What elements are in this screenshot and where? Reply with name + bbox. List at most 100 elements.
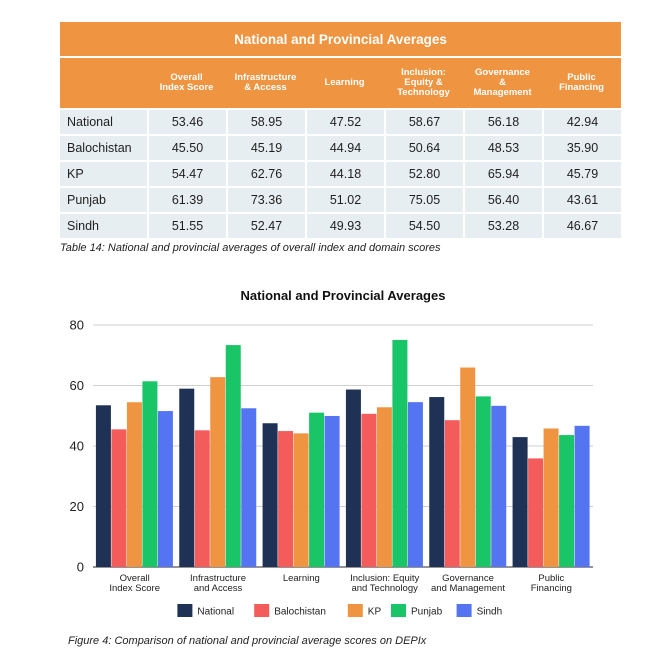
- table-cell: 45.50: [147, 134, 226, 160]
- table-cell: 43.61: [542, 186, 621, 212]
- table-row: Balochistan 45.50 45.19 44.94 50.64 48.53 35.9…: [60, 134, 621, 160]
- row-label: KP: [60, 160, 147, 186]
- bar-balochistan: [278, 431, 294, 567]
- table-cell: 54.47: [147, 160, 226, 186]
- table-row: Sindh 51.55 52.47 49.93 54.50 53.28 46.67: [60, 212, 621, 238]
- bar-balochistan: [194, 430, 210, 567]
- bar-sindh: [241, 408, 257, 567]
- bar-balochistan: [528, 458, 544, 567]
- table-cell: 51.02: [305, 186, 384, 212]
- table-cell: 61.39: [147, 186, 226, 212]
- table-cell: 48.53: [463, 134, 542, 160]
- legend-label: Balochistan: [274, 607, 326, 618]
- table-cell: 75.05: [384, 186, 463, 212]
- column-header-label: Overall Index Score: [159, 72, 214, 93]
- bar-balochistan: [444, 420, 460, 567]
- y-tick-label: 60: [70, 378, 84, 393]
- legend-label: KP: [368, 607, 382, 618]
- bar-kp: [126, 402, 142, 567]
- table-row: National 53.46 58.95 47.52 58.67 56.18 42.94: [60, 108, 621, 134]
- table-cell: 52.47: [226, 212, 305, 238]
- column-header: Overall Index Score: [147, 58, 226, 108]
- bar-sindh: [574, 425, 590, 567]
- figure-caption: Figure 4: Comparison of national and pro…: [68, 635, 427, 647]
- table-cell: 45.79: [542, 160, 621, 186]
- table-title: National and Provincial Averages: [60, 22, 621, 58]
- bar-national: [262, 423, 278, 567]
- table-header-row: Overall Index Score Infrastructure & Acce…: [60, 58, 621, 108]
- table-row: Punjab 61.39 73.36 51.02 75.05 56.40 43.61: [60, 186, 621, 212]
- column-header-label: Public Financing: [559, 72, 604, 93]
- table-cell: 54.50: [384, 212, 463, 238]
- bar-punjab: [559, 435, 575, 567]
- table-cell: 65.94: [463, 160, 542, 186]
- bar-sindh: [491, 405, 507, 567]
- table-cell: 56.18: [463, 108, 542, 134]
- row-label: Sindh: [60, 212, 147, 238]
- table-body: National 53.46 58.95 47.52 58.67 56.18 42.94 Ba…: [60, 108, 621, 238]
- bar-kp: [543, 428, 559, 567]
- table-cell: 42.94: [542, 108, 621, 134]
- bar-punjab: [225, 345, 241, 567]
- column-header: Public Financing: [542, 58, 621, 108]
- table-cell: 58.95: [226, 108, 305, 134]
- legend-swatch: [254, 604, 270, 617]
- column-header-label: Infrastructure & Access: [234, 72, 297, 93]
- table-cell: 44.94: [305, 134, 384, 160]
- bar-balochistan: [361, 413, 377, 567]
- table-cell: 53.28: [463, 212, 542, 238]
- legend-swatch: [391, 604, 406, 617]
- table-cell: 45.19: [226, 134, 305, 160]
- legend-swatch: [177, 604, 193, 617]
- row-label: National: [60, 108, 147, 134]
- bar-kp: [210, 377, 226, 567]
- legend-label: National: [197, 607, 234, 618]
- table-cell: 73.36: [226, 186, 305, 212]
- y-tick-label: 80: [70, 318, 84, 333]
- y-tick-label: 0: [77, 560, 84, 575]
- bar-kp: [460, 367, 476, 567]
- table-caption: Table 14: National and provincial averag…: [60, 242, 441, 254]
- column-header: Infrastructure & Access: [226, 58, 305, 108]
- y-tick-label: 40: [70, 439, 84, 454]
- table-cell: 58.67: [384, 108, 463, 134]
- column-header-label: Governance & Management: [473, 67, 532, 98]
- x-tick-label: Overall Index Score: [109, 573, 160, 594]
- table-cell: 47.52: [305, 108, 384, 134]
- bar-national: [429, 397, 445, 567]
- table-cell: 44.18: [305, 160, 384, 186]
- x-tick-label: Learning: [283, 573, 320, 584]
- x-tick-label: Governance and Management: [431, 573, 505, 594]
- table-cell: 50.64: [384, 134, 463, 160]
- bar-balochistan: [111, 429, 127, 567]
- bar-kp: [293, 433, 309, 567]
- table-cell: 49.93: [305, 212, 384, 238]
- table-cell: 52.80: [384, 160, 463, 186]
- x-tick-label: Inclusion: Equity and Technology: [350, 573, 419, 594]
- row-label: Balochistan: [60, 134, 147, 160]
- x-tick-label: Public Financing: [531, 573, 572, 594]
- averages-table: National and Provincial Averages Overall…: [60, 22, 621, 238]
- bar-national: [345, 389, 361, 567]
- bar-sindh: [157, 411, 173, 567]
- legend-swatch: [347, 604, 363, 617]
- table-cell: 62.76: [226, 160, 305, 186]
- column-header: Inclusion: Equity & Technology: [384, 58, 463, 108]
- table-cell: 35.90: [542, 134, 621, 160]
- bar-kp: [376, 407, 392, 567]
- bar-punjab: [309, 412, 325, 567]
- legend-label: Sindh: [477, 607, 503, 618]
- column-header: Learning: [305, 58, 384, 108]
- table-row: KP 54.47 62.76 44.18 52.80 65.94 45.79: [60, 160, 621, 186]
- table-cell: 51.55: [147, 212, 226, 238]
- x-tick-label: Infrastructure and Access: [190, 573, 246, 594]
- column-header: Governance & Management: [463, 58, 542, 108]
- bar-national: [512, 437, 528, 567]
- bar-national: [179, 388, 195, 567]
- table-cell: 56.40: [463, 186, 542, 212]
- bar-sindh: [324, 415, 340, 567]
- bar-sindh: [407, 402, 423, 567]
- column-header: [60, 58, 147, 108]
- legend-swatch: [456, 604, 472, 617]
- bar-punjab: [475, 396, 491, 567]
